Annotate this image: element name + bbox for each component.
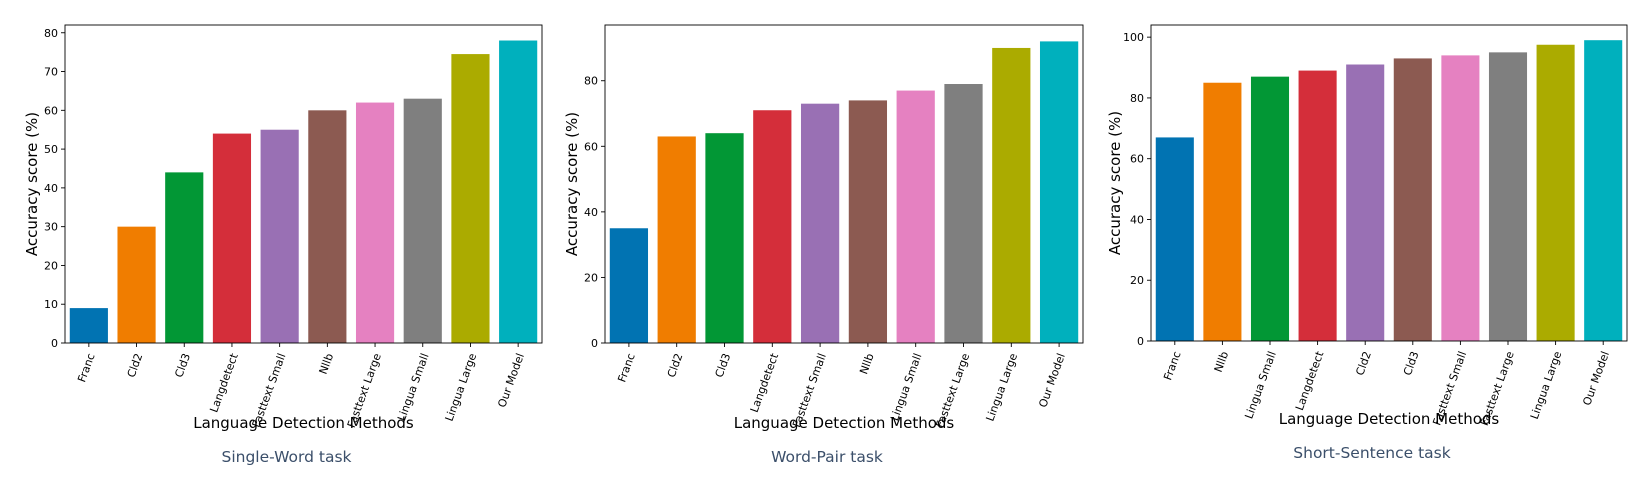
y-tick-label: 10 [44,298,58,311]
y-tick-label: 0 [51,337,58,350]
x-tick-label: Nllb [1212,350,1232,375]
bar-langdetect [753,110,792,344]
y-axis-label: Accuracy score (%) [563,112,581,256]
x-tick-label: Lingua Large [443,351,480,423]
x-axis-label: Language Detection Methods [193,414,414,432]
chart-caption: Word-Pair task [771,448,883,466]
bar-fasttext-large [944,84,983,343]
chart-1: 0 10 20 30 40 50 60 70 80 Franc Cld2 Cld3 Langdetect… [23,24,543,466]
chart-3: 0 20 40 60 80 100 Franc Nllb Lingua Small Langdet… [1106,24,1628,462]
y-tick-label: 20 [584,271,598,284]
bar-lingua-small [403,98,442,344]
y-tick-label: 20 [44,259,58,272]
bar-lingua-large [451,54,490,344]
y-tick-label: 40 [44,182,58,195]
x-axis-label: Language Detection Methods [734,414,955,432]
bar-fasttext-large [355,102,395,343]
bar-cld2 [1346,64,1385,341]
y-tick-label: 80 [584,75,598,88]
x-tick-label: Cld3 [172,352,193,380]
bar-our-model [1584,40,1623,341]
bar-nllb [848,100,888,344]
bar-our-model [1039,41,1079,343]
x-tick-label: Lingua Small [395,352,431,423]
bar-cld2 [657,136,696,343]
bar-lingua-small [896,90,935,343]
chart-caption: Single-Word task [221,448,351,466]
x-tick-label: Cld2 [125,352,146,380]
plot-frame [1150,24,1628,342]
x-tick-label: Franc [615,352,637,384]
bar-fasttext-small [800,103,840,344]
y-tick-label: 30 [44,221,58,234]
x-tick-label: Lingua Small [888,352,924,423]
x-tick-label: Lingua Large [1528,349,1565,421]
bar-lingua-large [992,47,1031,343]
x-tick-label: Langdetect [748,351,782,414]
y-axis-label: Accuracy score (%) [23,112,41,256]
y-tick-label: 60 [44,104,58,117]
x-tick-label: Langdetect [207,351,241,414]
y-tick-label: 80 [44,27,58,40]
y-tick-label: 60 [1130,153,1144,166]
chart-caption: Short-Sentence task [1293,444,1450,462]
x-tick-label: Langdetect [1293,349,1327,412]
bar-franc [609,228,649,343]
x-tick-label: Our Model [1580,350,1612,408]
y-tick-label: 40 [584,206,598,219]
bar-langdetect [212,133,252,343]
y-axis-label: Accuracy score (%) [1106,111,1124,255]
bar-nllb [1203,82,1242,341]
x-tick-label: Nllb [317,352,337,377]
bar-cld3 [165,172,204,343]
y-tick-label: 40 [1130,213,1144,226]
x-tick-label: Cld3 [713,352,734,380]
x-tick-label: Cld2 [665,352,686,380]
x-tick-label: Nllb [857,352,877,377]
x-tick-label: Lingua Small [1242,350,1278,421]
y-tick-label: 0 [1137,335,1144,348]
y-tick-label: 0 [591,337,598,350]
bar-franc [69,308,108,343]
bar-our-model [499,40,538,343]
y-tick-label: 80 [1130,92,1144,105]
bar-cld2 [117,226,156,343]
x-tick-label: Cld2 [1353,350,1374,378]
x-tick-label: Franc [1161,350,1183,382]
bar-cld3 [705,133,744,343]
x-axis-label: Language Detection Methods [1279,410,1500,428]
bar-fasttext-small [260,129,299,343]
bar-fasttext-small [1441,55,1480,341]
y-tick-label: 50 [44,143,58,156]
bar-cld3 [1393,58,1432,342]
bar-langdetect [1298,70,1337,341]
y-tick-label: 60 [584,140,598,153]
bar-franc [1155,137,1194,341]
bar-fasttext-large [1488,52,1528,341]
bar-lingua-large [1536,44,1575,341]
x-tick-label: Lingua Large [984,351,1021,423]
y-tick-label: 20 [1130,274,1144,287]
bar-lingua-small [1250,76,1290,342]
x-tick-label: Cld3 [1401,350,1422,378]
bar-nllb [308,110,347,343]
y-tick-label: 100 [1123,31,1144,44]
x-tick-label: Our Model [1036,352,1068,410]
x-tick-label: Our Model [495,352,527,410]
y-tick-label: 70 [44,66,58,79]
plot-frame [64,24,543,344]
plot-frame [604,24,1084,344]
x-tick-label: Franc [75,352,97,384]
